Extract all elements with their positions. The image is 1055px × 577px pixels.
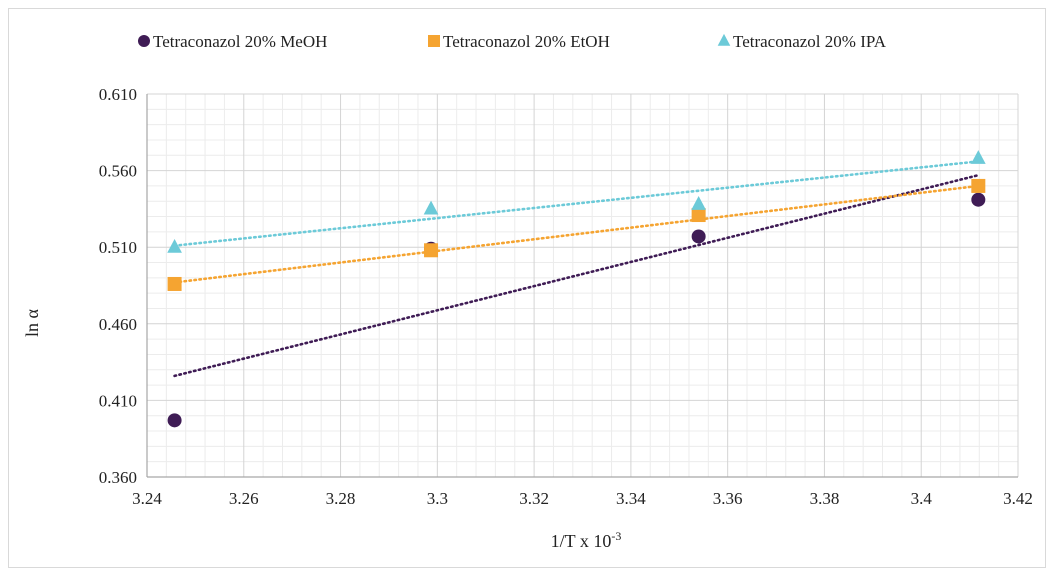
legend: Tetraconazol 20% MeOH Tetraconazol 20% Et… <box>138 32 887 51</box>
x-tick-label: 3.28 <box>326 489 356 508</box>
data-point-circle <box>691 229 706 244</box>
minor-gridlines <box>147 94 1018 477</box>
data-point-triangle <box>167 238 182 253</box>
data-point-circle <box>167 413 182 428</box>
y-tick-label: 0.360 <box>99 468 137 487</box>
data-point-circle <box>971 192 986 207</box>
y-tick-label: 0.560 <box>99 162 137 181</box>
data-point-triangle <box>970 150 986 164</box>
x-tick-label: 3.24 <box>132 489 162 508</box>
major-gridlines <box>146 93 1019 478</box>
data-points <box>167 150 986 428</box>
y-axis-title: ln α <box>22 308 42 337</box>
x-tick-labels: 3.24 3.26 3.28 3.3 3.32 3.34 3.36 3.38 3.4 3.42 <box>132 489 1033 508</box>
x-axis-title-main: 1/T x 10 <box>551 531 612 551</box>
legend-marker-square <box>428 35 440 47</box>
y-tick-label: 0.510 <box>99 238 137 257</box>
legend-label: Tetraconazol 20% EtOH <box>443 32 610 51</box>
data-point-square <box>167 276 182 291</box>
x-tick-label: 3.36 <box>713 489 743 508</box>
x-tick-label: 3.42 <box>1003 489 1033 508</box>
x-tick-label: 3.32 <box>519 489 549 508</box>
x-axis-title-exponent: -3 <box>611 529 621 543</box>
trendline-circle <box>173 173 980 378</box>
legend-marker-triangle <box>717 33 731 46</box>
y-tick-label: 0.410 <box>99 391 137 410</box>
legend-label: Tetraconazol 20% MeOH <box>153 32 327 51</box>
y-tick-labels: 0.360 0.410 0.460 0.510 0.560 0.610 <box>99 85 137 487</box>
x-tick-label: 3.4 <box>911 489 933 508</box>
data-point-square <box>971 178 986 193</box>
axes <box>146 94 1018 478</box>
data-point-triangle <box>423 200 439 215</box>
x-tick-label: 3.26 <box>229 489 259 508</box>
x-tick-label: 3.3 <box>427 489 448 508</box>
legend-marker-circle <box>138 35 150 47</box>
data-point-triangle <box>691 196 706 210</box>
trendline-square <box>173 184 980 284</box>
x-tick-label: 3.38 <box>810 489 840 508</box>
y-tick-label: 0.460 <box>99 315 137 334</box>
y-tick-label: 0.610 <box>99 85 137 104</box>
x-axis-title: 1/T x 10-3 <box>551 529 622 551</box>
data-point-square <box>424 243 439 258</box>
trendline-triangle <box>173 160 980 247</box>
x-tick-label: 3.34 <box>616 489 646 508</box>
trendlines <box>173 160 980 378</box>
legend-label: Tetraconazol 20% IPA <box>733 32 887 51</box>
data-point-square <box>691 208 706 223</box>
